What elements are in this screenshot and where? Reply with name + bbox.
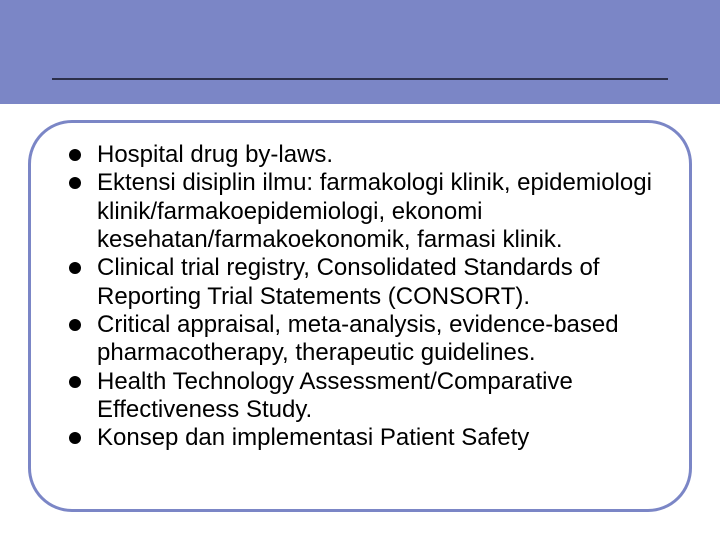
list-item: Hospital drug by-laws. xyxy=(67,141,659,169)
list-item: Konsep dan implementasi Patient Safety xyxy=(67,424,659,452)
title-rule xyxy=(52,78,668,80)
slide: Hospital drug by-laws. Ektensi disiplin … xyxy=(0,0,720,540)
bullet-list: Hospital drug by-laws. Ektensi disiplin … xyxy=(67,141,659,452)
list-item: Ektensi disiplin ilmu: farmakologi klini… xyxy=(67,169,659,254)
list-item: Health Technology Assessment/Comparative… xyxy=(67,368,659,425)
bullet-text: Konsep dan implementasi Patient Safety xyxy=(97,424,529,451)
bullet-text: Ektensi disiplin ilmu: farmakologi klini… xyxy=(97,169,652,253)
bullet-text: Critical appraisal, meta-analysis, evide… xyxy=(97,311,619,366)
bullet-text: Hospital drug by-laws. xyxy=(97,141,333,168)
bullet-text: Health Technology Assessment/Comparative… xyxy=(97,368,573,423)
title-band xyxy=(0,0,720,104)
list-item: Critical appraisal, meta-analysis, evide… xyxy=(67,311,659,368)
list-item: Clinical trial registry, Consolidated St… xyxy=(67,254,659,311)
bullet-text: Clinical trial registry, Consolidated St… xyxy=(97,254,599,309)
content-box: Hospital drug by-laws. Ektensi disiplin … xyxy=(28,120,692,512)
